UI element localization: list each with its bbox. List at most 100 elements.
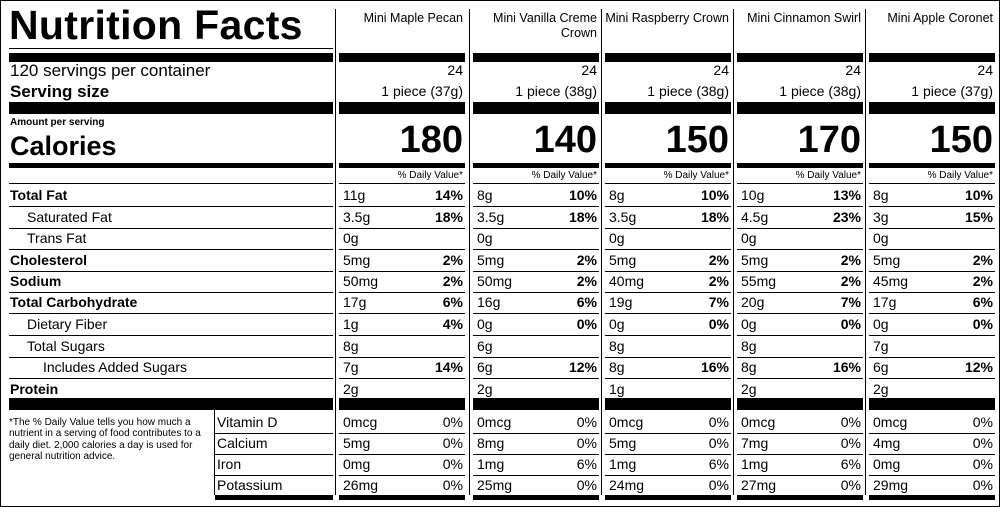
nutrient-daily-value: 2%: [576, 252, 597, 268]
row-divider: [737, 454, 863, 455]
nutrient-amount: 2g: [741, 381, 757, 397]
row-divider: [9, 206, 333, 207]
row-divider: [215, 454, 333, 455]
nutrient-daily-value: 13%: [832, 187, 861, 203]
row-divider: [605, 313, 731, 314]
nutrient-amount: 3g: [873, 209, 889, 225]
vitamin-daily-value: 6%: [708, 456, 729, 472]
row-divider: [869, 206, 995, 207]
daily-value-header: % Daily Value*: [795, 170, 861, 181]
product-column: Mini Raspberry Crown 24 1 piece (38g) 150 % …: [605, 1, 731, 507]
nutrient-amount: 10g: [741, 187, 765, 203]
nutrient-label: Dietary Fiber: [27, 316, 108, 332]
nutrient-amount: 8g: [477, 187, 493, 203]
bottom-divider: [215, 495, 333, 500]
thick-divider: [9, 398, 333, 410]
thick-divider: [605, 53, 731, 62]
vitamin-amount: 25mg: [477, 477, 513, 493]
product-name: Mini Vanilla Creme Crown: [493, 11, 597, 40]
nutrient-amount: 7g: [873, 338, 889, 354]
row-divider: [737, 228, 863, 229]
column-separator: [214, 410, 215, 495]
row-divider: [869, 454, 995, 455]
divider: [9, 183, 333, 184]
row-divider: [473, 433, 599, 434]
vitamin-daily-value: 0%: [972, 456, 993, 472]
vitamin-daily-value: 0%: [708, 414, 729, 430]
nutrient-amount: 0g: [873, 230, 889, 246]
nutrient-amount: 5mg: [873, 252, 901, 268]
thick-divider: [339, 398, 465, 410]
bottom-divider: [605, 495, 731, 500]
row-divider: [737, 292, 863, 293]
divider: [9, 48, 333, 49]
product-column: Mini Cinnamon Swirl 24 1 piece (38g) 170 % D…: [737, 1, 863, 507]
row-divider: [473, 357, 599, 358]
thick-divider: [737, 398, 863, 410]
row-divider: [215, 475, 333, 476]
row-divider: [605, 357, 731, 358]
nutrient-daily-value: 10%: [964, 187, 993, 203]
row-divider: [605, 228, 731, 229]
column-separator: [469, 9, 470, 495]
nutrient-daily-value: 16%: [700, 359, 729, 375]
column-separator: [733, 9, 734, 495]
vitamin-daily-value: 0%: [840, 477, 861, 493]
row-divider: [9, 378, 333, 379]
nutrient-daily-value: 0%: [576, 316, 597, 332]
vitamin-label: Vitamin D: [217, 414, 278, 430]
row-divider: [869, 292, 995, 293]
calories-value: 150: [929, 119, 993, 161]
nutrient-amount: 3.5g: [343, 209, 371, 225]
thick-divider: [605, 102, 731, 114]
nutrient-amount: 6g: [477, 338, 493, 354]
nutrient-amount: 40mg: [609, 273, 645, 289]
vitamin-amount: 24mg: [609, 477, 645, 493]
vitamin-amount: 7mg: [741, 435, 769, 451]
vitamin-amount: 5mg: [609, 435, 637, 451]
nutrient-label: Total Carbohydrate: [10, 294, 138, 310]
daily-value-header: % Daily Value*: [531, 170, 597, 181]
product-column: Mini Apple Coronet 24 1 piece (37g) 150 % Da…: [869, 1, 995, 507]
vitamin-label: Calcium: [217, 435, 268, 451]
thick-divider: [869, 102, 995, 114]
vitamin-daily-value: 0%: [972, 414, 993, 430]
row-divider: [869, 378, 995, 379]
row-divider: [339, 433, 465, 434]
nutrient-daily-value: 6%: [972, 294, 993, 310]
nutrient-daily-value: 14%: [434, 359, 463, 375]
nutrient-amount: 7g: [343, 359, 359, 375]
medium-divider: [869, 163, 995, 168]
medium-divider: [605, 163, 731, 168]
nutrient-daily-value: 4%: [442, 316, 463, 332]
nutrient-amount: 0g: [477, 230, 493, 246]
row-divider: [737, 357, 863, 358]
nutrient-amount: 8g: [609, 187, 625, 203]
row-divider: [473, 271, 599, 272]
nutrient-daily-value: 2%: [442, 252, 463, 268]
row-divider: [473, 335, 599, 336]
row-divider: [339, 271, 465, 272]
product-name: Mini Maple Pecan: [363, 11, 463, 25]
serving-size: 1 piece (38g): [515, 83, 597, 99]
amount-per-serving-label: Amount per serving: [10, 117, 105, 128]
row-divider: [9, 271, 333, 272]
daily-value-footnote: *The % Daily Value tells you how much a …: [9, 417, 201, 462]
vitamin-daily-value: 0%: [840, 435, 861, 451]
thick-divider: [869, 398, 995, 410]
servings-count: 24: [447, 62, 463, 78]
row-divider: [737, 378, 863, 379]
product-column: Mini Vanilla Creme Crown 24 1 piece (38g) 1…: [473, 1, 599, 507]
bottom-divider: [473, 495, 599, 500]
nutrient-daily-value: 6%: [442, 294, 463, 310]
calories-value: 180: [399, 119, 463, 161]
nutrient-amount: 0g: [477, 316, 493, 332]
nutrient-amount: 5mg: [741, 252, 769, 268]
thick-divider: [605, 398, 731, 410]
row-divider: [9, 313, 333, 314]
nutrient-daily-value: 7%: [708, 294, 729, 310]
row-divider: [869, 228, 995, 229]
vitamin-amount: 1mg: [609, 456, 637, 472]
row-divider: [473, 378, 599, 379]
row-divider: [9, 249, 333, 250]
